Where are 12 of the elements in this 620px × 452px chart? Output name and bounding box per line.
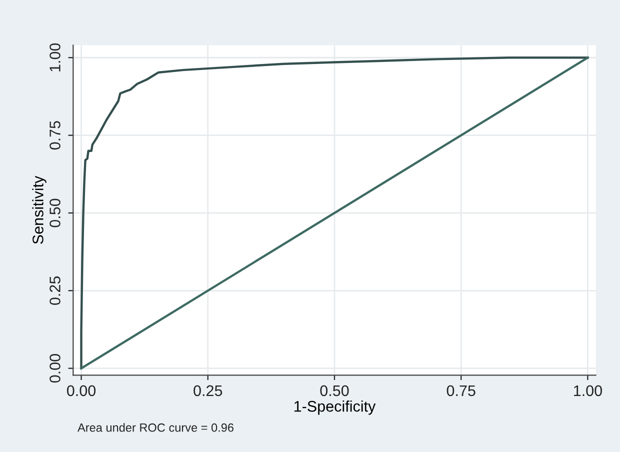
x-tick-label: 1.00 [574, 385, 602, 396]
y-tick-label: 0.25 [50, 276, 60, 305]
y-tick-label: 1.00 [50, 43, 60, 72]
x-axis-title: 1-Specificity [294, 400, 376, 415]
y-axis-title: Sensitivity [32, 176, 46, 244]
x-tick-label: 0.50 [320, 385, 349, 396]
y-tick-label: 0.75 [50, 121, 60, 150]
x-tick-label: 0.00 [66, 385, 96, 396]
x-tick-label: 0.75 [446, 385, 476, 396]
text: Area under ROC curve = 0.96 [78, 423, 234, 432]
y-tick-label: 0.50 [50, 198, 60, 228]
x-tick-label: 0.25 [194, 385, 222, 396]
